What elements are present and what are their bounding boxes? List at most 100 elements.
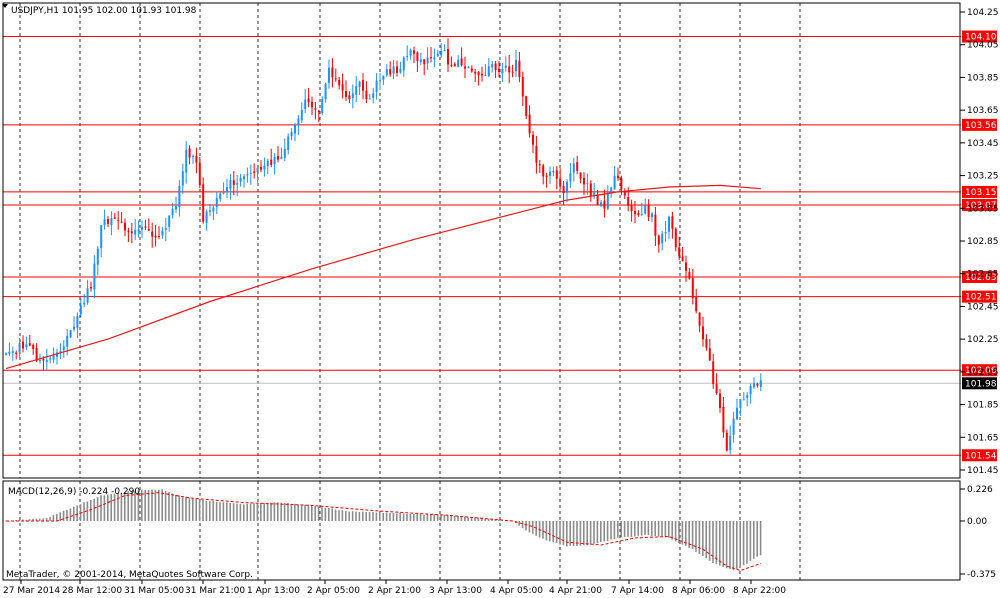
candle-body xyxy=(290,132,293,137)
candle-body xyxy=(715,383,718,394)
candle-body xyxy=(396,66,398,73)
macd-histogram-bar xyxy=(674,520,677,542)
macd-histogram-bar xyxy=(467,517,469,521)
macd-histogram-bar xyxy=(226,502,228,521)
macd-histogram-bar xyxy=(443,514,446,521)
candle-body xyxy=(453,64,456,67)
candle-body xyxy=(362,80,364,91)
macd-histogram-bar xyxy=(440,515,442,521)
macd-histogram-bar xyxy=(569,520,571,546)
candle-body xyxy=(671,216,674,229)
macd-histogram-bar xyxy=(294,503,296,521)
candle-body xyxy=(205,211,208,223)
candle-body xyxy=(175,206,177,210)
macd-histogram-bar xyxy=(59,512,61,521)
candle-body xyxy=(559,178,562,187)
macd-histogram-bar xyxy=(396,513,398,521)
macd-histogram-bar xyxy=(433,514,435,521)
macd-histogram-bar xyxy=(603,520,605,542)
macd-histogram-bar xyxy=(280,502,282,521)
macd-histogram-bar xyxy=(307,504,310,521)
x-tick-label: 7 Apr 14:00 xyxy=(611,586,664,596)
macd-histogram-bar xyxy=(117,492,119,521)
candle-body xyxy=(103,219,106,225)
y-tick-label: 103.65 xyxy=(967,106,999,116)
macd-histogram-bar xyxy=(528,520,531,533)
candle-body xyxy=(226,187,228,193)
candle-body xyxy=(270,159,273,165)
candle-body xyxy=(450,64,453,66)
candle-body xyxy=(260,166,262,170)
candle-body xyxy=(253,171,256,173)
x-tick-label: 8 Apr 06:00 xyxy=(672,586,725,596)
candle-body xyxy=(654,214,657,236)
candle-body xyxy=(181,171,184,186)
macd-histogram-bar xyxy=(49,516,51,521)
macd-histogram-bar xyxy=(300,504,303,521)
macd-histogram-bar xyxy=(402,513,405,521)
macd-histogram-bar xyxy=(42,518,44,521)
candle-body xyxy=(52,355,55,360)
candle-body xyxy=(498,68,500,72)
macd-histogram-bar xyxy=(671,520,673,540)
candle-body xyxy=(627,196,630,206)
y-tick-label: 101.85 xyxy=(967,401,999,411)
macd-histogram-bar xyxy=(627,520,629,537)
candle-body xyxy=(263,165,266,170)
macd-histogram-bar xyxy=(178,495,180,521)
candle-body xyxy=(11,351,14,354)
macd-histogram-bar xyxy=(586,520,588,546)
candle-body xyxy=(481,73,483,76)
candle-body xyxy=(651,213,653,218)
macd-histogram-bar xyxy=(144,489,146,521)
candle-body xyxy=(130,231,133,234)
macd-histogram-bar xyxy=(447,515,449,521)
candle-body xyxy=(484,74,487,76)
macd-histogram-bar xyxy=(253,503,255,521)
candle-body xyxy=(729,435,732,451)
candle-body xyxy=(280,156,283,159)
candle-body xyxy=(79,305,82,315)
price-candles xyxy=(5,38,762,455)
macd-histogram-bar xyxy=(314,506,316,521)
macd-histogram-bar xyxy=(107,494,109,521)
macd-histogram-bar xyxy=(562,520,565,546)
candle-body xyxy=(154,235,157,238)
horizontal-levels[interactable]: 104.10103.56103.15103.07102.63102.51102.… xyxy=(3,30,997,462)
y-tick-label: 103.85 xyxy=(967,73,999,83)
candle-body xyxy=(413,50,415,54)
macd-histogram-bar xyxy=(287,503,289,521)
candle-body xyxy=(62,346,65,351)
macd-histogram-bar xyxy=(45,518,48,521)
candle-body xyxy=(457,59,460,68)
x-tick-label: 2 Apr 21:00 xyxy=(368,586,421,596)
macd-histogram-bar xyxy=(457,515,459,521)
candle-body xyxy=(202,184,205,222)
candle-body xyxy=(603,200,606,209)
candle-body xyxy=(447,49,449,65)
candle-body xyxy=(756,383,759,386)
moving-average xyxy=(5,184,761,370)
candle-body xyxy=(623,190,626,196)
candle-body xyxy=(753,383,755,388)
candle-body xyxy=(25,344,28,348)
level-label-bg xyxy=(962,270,997,283)
macd-histogram-bar xyxy=(617,520,619,538)
macd-histogram-bar xyxy=(164,490,167,521)
macd-histogram-bar xyxy=(52,515,55,521)
macd-histogram-bar xyxy=(491,518,493,521)
candle-body xyxy=(406,55,409,57)
macd-histogram-bar xyxy=(232,503,235,521)
macd-histogram-bar xyxy=(549,520,551,542)
macd-histogram-bar xyxy=(736,520,738,570)
candle-body xyxy=(66,335,69,347)
candle-body xyxy=(307,98,310,103)
chart-menu-arrow-icon[interactable] xyxy=(2,4,8,8)
y-tick-label: 102.85 xyxy=(967,237,999,247)
macd-histogram-bar xyxy=(243,504,245,521)
candle-body xyxy=(379,80,381,82)
macd-histogram-bar xyxy=(263,503,265,521)
macd-histogram-bar xyxy=(209,501,211,521)
candle-body xyxy=(185,149,188,173)
